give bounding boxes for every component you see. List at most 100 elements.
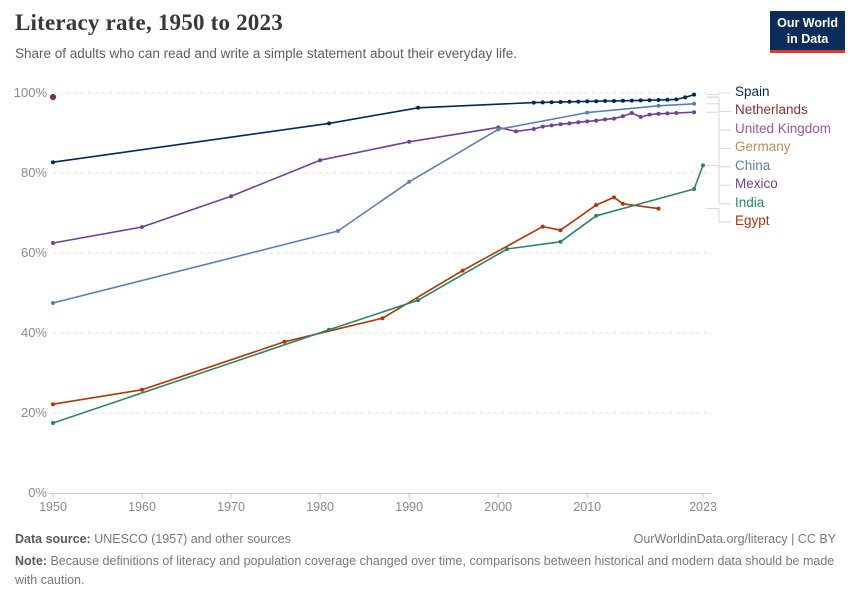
data-point-mexico[interactable] xyxy=(692,110,697,115)
data-point-china[interactable] xyxy=(407,179,412,184)
legend-item-united-kingdom[interactable]: United Kingdom xyxy=(735,120,832,136)
data-point-spain[interactable] xyxy=(549,100,554,105)
data-source-text: UNESCO (1957) and other sources xyxy=(94,532,291,546)
data-point-egypt[interactable] xyxy=(540,224,545,229)
series-india[interactable] xyxy=(51,163,705,425)
data-point-india[interactable] xyxy=(701,163,705,168)
data-point-mexico[interactable] xyxy=(629,111,634,115)
data-point-india[interactable] xyxy=(594,213,599,218)
data-point-egypt[interactable] xyxy=(612,195,616,200)
data-source-label: Data source: xyxy=(15,532,91,546)
data-point-mexico[interactable] xyxy=(603,117,608,122)
data-point-egypt[interactable] xyxy=(460,268,465,273)
series-line-india[interactable] xyxy=(52,164,704,424)
data-point-egypt[interactable] xyxy=(282,339,287,344)
data-point-india[interactable] xyxy=(327,327,331,332)
data-point-spain[interactable] xyxy=(594,99,599,104)
data-point-mexico[interactable] xyxy=(140,225,144,229)
data-point-mexico[interactable] xyxy=(318,158,323,163)
data-point-egypt[interactable] xyxy=(380,316,385,321)
data-point-mexico[interactable] xyxy=(674,111,679,115)
x-tick-label: 1970 xyxy=(217,500,245,514)
data-point-spain[interactable] xyxy=(692,92,697,97)
citation-link[interactable]: OurWorldinData.org/literacy | CC BY xyxy=(633,532,836,546)
owid-logo[interactable]: Our World in Data xyxy=(770,11,845,54)
series-line-spain[interactable] xyxy=(52,93,695,163)
data-point-spain[interactable] xyxy=(540,100,545,105)
data-point-mexico[interactable] xyxy=(558,122,563,127)
data-point-mexico[interactable] xyxy=(514,129,518,134)
x-tick-label: 2000 xyxy=(484,500,512,514)
data-point-egypt[interactable] xyxy=(140,387,144,392)
data-point-mexico[interactable] xyxy=(540,124,545,129)
data-point-india[interactable] xyxy=(505,247,510,251)
data-point-spain[interactable] xyxy=(612,99,616,103)
data-point-mexico[interactable] xyxy=(612,116,616,121)
data-point-spain[interactable] xyxy=(558,100,563,104)
data-point-spain[interactable] xyxy=(647,98,652,103)
data-point-spain[interactable] xyxy=(567,99,572,104)
data-point-spain[interactable] xyxy=(327,121,331,126)
data-point-mexico[interactable] xyxy=(549,123,554,128)
legend-item-germany[interactable]: Germany xyxy=(735,139,791,155)
data-point-netherlands[interactable] xyxy=(50,94,56,100)
legend-item-mexico[interactable]: Mexico xyxy=(735,176,778,192)
data-point-spain[interactable] xyxy=(603,99,608,103)
legend-item-spain[interactable]: Spain xyxy=(735,84,770,99)
data-point-china[interactable] xyxy=(496,127,501,132)
data-point-spain[interactable] xyxy=(531,100,536,105)
data-point-china[interactable] xyxy=(335,229,340,233)
data-point-spain[interactable] xyxy=(656,98,661,102)
data-point-mexico[interactable] xyxy=(576,120,581,125)
series-line-mexico[interactable] xyxy=(52,111,695,244)
data-point-spain[interactable] xyxy=(51,160,55,165)
data-point-spain[interactable] xyxy=(674,97,679,102)
data-point-mexico[interactable] xyxy=(665,111,670,116)
data-point-spain[interactable] xyxy=(665,97,670,102)
data-point-spain[interactable] xyxy=(629,98,634,103)
series-line-egypt[interactable] xyxy=(52,196,660,405)
data-point-mexico[interactable] xyxy=(620,114,625,119)
y-tick-label: 40% xyxy=(21,325,47,340)
legend-item-india[interactable]: India xyxy=(735,194,765,210)
series-mexico[interactable] xyxy=(51,110,697,245)
data-point-china[interactable] xyxy=(585,110,590,115)
data-point-india[interactable] xyxy=(692,187,697,191)
data-point-india[interactable] xyxy=(558,239,563,244)
data-point-egypt[interactable] xyxy=(594,203,599,207)
data-point-mexico[interactable] xyxy=(585,119,590,124)
chart-note-label: Note: xyxy=(15,553,47,568)
series-spain[interactable] xyxy=(51,92,697,165)
data-point-china[interactable] xyxy=(692,101,697,106)
data-point-mexico[interactable] xyxy=(656,111,661,116)
data-point-china[interactable] xyxy=(656,103,661,108)
data-point-spain[interactable] xyxy=(416,105,421,110)
data-point-india[interactable] xyxy=(416,298,421,303)
data-point-mexico[interactable] xyxy=(531,127,536,131)
data-point-spain[interactable] xyxy=(585,99,590,104)
data-point-china[interactable] xyxy=(51,301,55,305)
data-point-spain[interactable] xyxy=(620,98,625,103)
series-egypt[interactable] xyxy=(51,195,661,407)
data-point-egypt[interactable] xyxy=(620,201,625,206)
data-point-spain[interactable] xyxy=(576,99,581,104)
data-point-egypt[interactable] xyxy=(656,206,661,211)
legend-item-netherlands[interactable]: Netherlands xyxy=(735,102,808,118)
data-point-mexico[interactable] xyxy=(647,112,652,117)
data-point-mexico[interactable] xyxy=(567,121,572,126)
legend-item-china[interactable]: China xyxy=(735,157,771,173)
data-point-spain[interactable] xyxy=(683,95,688,100)
series-china[interactable] xyxy=(51,101,697,305)
data-point-egypt[interactable] xyxy=(51,402,55,407)
data-point-mexico[interactable] xyxy=(229,194,234,199)
data-point-india[interactable] xyxy=(51,421,55,425)
data-point-egypt[interactable] xyxy=(558,228,563,233)
data-point-mexico[interactable] xyxy=(407,139,412,144)
data-point-mexico[interactable] xyxy=(594,118,599,123)
data-point-mexico[interactable] xyxy=(51,241,55,245)
series-netherlands[interactable] xyxy=(50,94,56,100)
legend-item-egypt[interactable]: Egypt xyxy=(735,213,770,229)
data-point-mexico[interactable] xyxy=(638,115,643,119)
data-point-spain[interactable] xyxy=(638,98,643,103)
line-chart[interactable]: 0% 20% 40% 60% 80% 100% 1950 1960 1970 1980 1990 20… xyxy=(0,0,850,528)
